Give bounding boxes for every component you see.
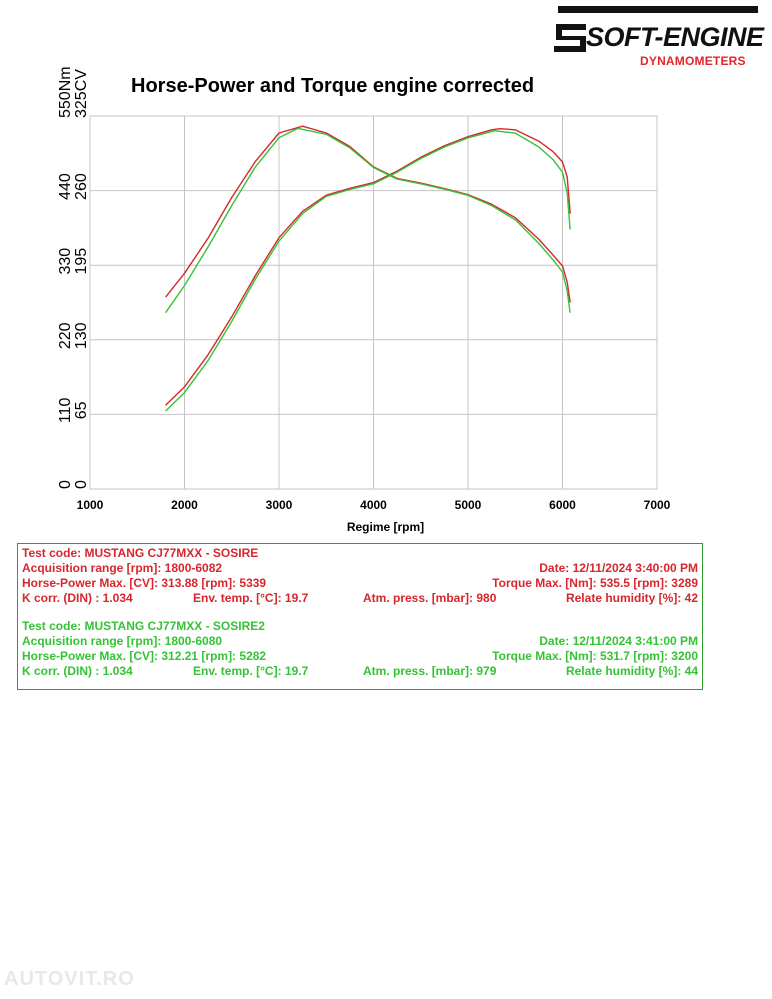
x-axis-label: Regime [rpm] <box>347 520 424 534</box>
torque-tick-label: 440 <box>57 173 74 200</box>
series-line-power-test2 <box>165 129 571 412</box>
test1-row4: K corr. (DIN) : 1.034 Env. temp. [°C]: 1… <box>22 591 698 606</box>
test1-humidity: Relate humidity [%]: 42 <box>565 591 698 605</box>
test2-row3: Horse-Power Max. [CV]: 312.21 [rpm]: 528… <box>22 649 698 664</box>
test1-hp: Horse-Power Max. [CV]: 313.88 [rpm]: 533… <box>22 576 267 590</box>
test2-row1: Test code: MUSTANG CJ77MXX - SOSIRE2 <box>22 619 698 634</box>
torque-tick-label: 330 <box>57 248 74 275</box>
x-tick-label: 1000 <box>77 498 104 512</box>
power-tick-label: 65 <box>73 401 90 419</box>
test1-row3: Horse-Power Max. [CV]: 313.88 [rpm]: 533… <box>22 576 698 591</box>
x-tick-label: 5000 <box>455 498 482 512</box>
x-tick-label: 4000 <box>360 498 387 512</box>
test2-hp: Horse-Power Max. [CV]: 312.21 [rpm]: 528… <box>22 649 267 663</box>
test1-press: Atm. press. [mbar]: 980 <box>363 591 497 605</box>
series-line-torque-test2 <box>165 127 571 314</box>
test1-row2: Acquisition range [rpm]: 1800-6082 Date:… <box>22 561 698 576</box>
torque-tick-label: 220 <box>57 322 74 349</box>
test2-humidity: Relate humidity [%]: 44 <box>565 664 698 678</box>
x-tick-label: 6000 <box>549 498 576 512</box>
power-tick-label: 260 <box>73 173 90 200</box>
test2-range: Acquisition range [rpm]: 1800-6080 <box>22 634 223 648</box>
test1-date: Date: 12/11/2024 3:40:00 PM <box>539 561 698 575</box>
test1-torque: Torque Max. [Nm]: 535.5 [rpm]: 3289 <box>492 576 698 590</box>
test2-press: Atm. press. [mbar]: 979 <box>363 664 497 678</box>
torque-axis-unit: 550Nm <box>57 66 74 118</box>
torque-tick-label: 110 <box>57 398 74 424</box>
test2-torque: Torque Max. [Nm]: 531.7 [rpm]: 3200 <box>492 649 698 663</box>
x-tick-label: 3000 <box>266 498 293 512</box>
test1-kcorr: K corr. (DIN) : 1.034 <box>22 591 133 605</box>
x-tick-label: 7000 <box>644 498 671 512</box>
test1-code: Test code: MUSTANG CJ77MXX - SOSIRE <box>22 546 259 560</box>
test2-code: Test code: MUSTANG CJ77MXX - SOSIRE2 <box>22 619 265 633</box>
torque-tick-label: 0 <box>57 480 74 489</box>
power-tick-label: 0 <box>73 480 90 489</box>
dyno-chart: 1000 2000 3000 4000 5000 6000 7000 Regime [rpm]… <box>57 66 671 534</box>
watermark: AUTOVIT.RO <box>4 968 135 990</box>
test-info-box: Test code: MUSTANG CJ77MXX - SOSIRE Acqu… <box>17 543 703 690</box>
chart-title: Horse-Power and Torque engine corrected <box>131 75 535 97</box>
x-tick-label: 2000 <box>171 498 198 512</box>
test2-kcorr: K corr. (DIN) : 1.034 <box>22 664 133 678</box>
test2-date: Date: 12/11/2024 3:41:00 PM <box>539 634 698 648</box>
test2-temp: Env. temp. [°C]: 19.7 <box>193 664 309 678</box>
power-tick-label: 130 <box>73 322 90 349</box>
test1-row1: Test code: MUSTANG CJ77MXX - SOSIRE <box>22 546 698 561</box>
series-line-power-test1 <box>165 127 571 406</box>
logo-graphic <box>554 6 758 52</box>
soft-engine-logo: SOFT-ENGINE DYNAMOMETERS <box>548 2 766 72</box>
test1-range: Acquisition range [rpm]: 1800-6082 <box>22 561 223 575</box>
logo-subtext: DYNAMOMETERS <box>640 54 746 68</box>
logo-text: SOFT-ENGINE <box>586 22 764 52</box>
test2-row2: Acquisition range [rpm]: 1800-6080 Date:… <box>22 634 698 649</box>
test1-temp: Env. temp. [°C]: 19.7 <box>193 591 309 605</box>
power-tick-label: 195 <box>73 248 90 275</box>
power-axis-unit: 325CV <box>73 69 90 118</box>
test2-row4: K corr. (DIN) : 1.034 Env. temp. [°C]: 1… <box>22 664 698 679</box>
